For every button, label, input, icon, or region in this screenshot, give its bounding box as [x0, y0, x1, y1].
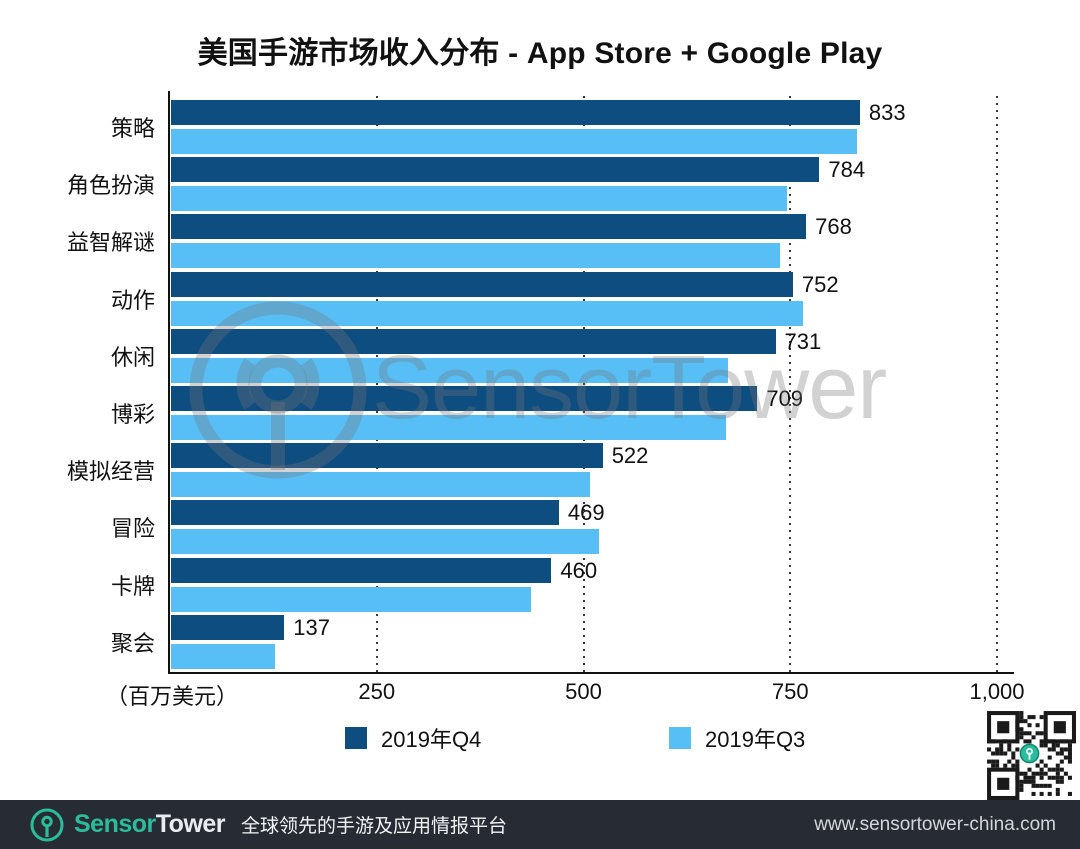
legend-item-q3: 2019年Q3 — [669, 722, 805, 754]
bar-2019年Q4-休闲 — [171, 328, 776, 354]
gridline-1000 — [996, 96, 998, 672]
footer-bar: SensorTower 全球领先的手游及应用情报平台 www.sensortow… — [0, 800, 1080, 849]
footer-brand: SensorTower — [74, 810, 226, 839]
bar-2019年Q4-角色扮演 — [171, 157, 819, 183]
footer-tagline: 全球领先的手游及应用情报平台 — [241, 816, 508, 837]
value-label: 460 — [560, 557, 598, 583]
bar-2019年Q3-策略 — [171, 129, 857, 154]
x-tick-label-1000: 1,000 — [969, 679, 1025, 704]
category-label: 动作 — [110, 287, 155, 313]
x-tick-label-750: 750 — [771, 679, 809, 704]
sensortower-logo-icon — [30, 808, 64, 841]
category-label: 益智解谜 — [66, 230, 155, 256]
bar-2019年Q4-冒险 — [171, 500, 559, 526]
legend-label-q4: 2019年Q4 — [381, 727, 482, 752]
bar-2019年Q4-博彩 — [171, 386, 757, 411]
value-label: 731 — [784, 328, 822, 354]
bar-2019年Q4-策略 — [171, 100, 860, 125]
value-label: 522 — [611, 443, 649, 469]
legend-swatch-q4 — [345, 727, 367, 749]
value-label: 137 — [293, 614, 331, 640]
bar-2019年Q3-休闲 — [171, 357, 728, 383]
x-axis-unit-label: （百万美元） — [106, 684, 239, 709]
legend-label-q3: 2019年Q3 — [705, 727, 806, 752]
bar-2019年Q3-卡牌 — [171, 586, 531, 612]
value-label: 709 — [766, 386, 804, 411]
bar-2019年Q4-益智解谜 — [171, 214, 806, 240]
category-label: 博彩 — [110, 402, 155, 427]
footer-brand-tower: Tower — [155, 810, 226, 838]
bar-2019年Q4-聚会 — [171, 614, 284, 640]
bar-2019年Q3-角色扮演 — [171, 186, 787, 212]
category-label: 卡牌 — [110, 573, 155, 599]
y-axis-line — [168, 91, 170, 674]
plot-area: 策略 833 角色扮演 784 益智解谜 768 动作 752 休闲 731 博彩 709 模拟经营 52… — [66, 91, 1014, 674]
bar-2019年Q3-博彩 — [171, 415, 726, 440]
bar-2019年Q4-模拟经营 — [171, 443, 603, 469]
x-tick-label-250: 250 — [358, 679, 396, 704]
bar-2019年Q3-益智解谜 — [171, 243, 780, 269]
category-label: 角色扮演 — [66, 173, 155, 199]
bar-2019年Q3-模拟经营 — [171, 472, 590, 498]
category-label: 策略 — [110, 116, 155, 141]
bar-2019年Q4-卡牌 — [171, 557, 551, 583]
value-label: 784 — [828, 157, 866, 183]
gridline-750 — [789, 96, 792, 672]
legend-item-q4: 2019年Q4 — [345, 722, 481, 754]
x-axis-line — [168, 672, 1014, 674]
legend-swatch-q3 — [669, 727, 691, 749]
category-label: 聚会 — [110, 630, 155, 656]
category-label: 模拟经营 — [66, 459, 155, 485]
bar-2019年Q3-冒险 — [171, 529, 599, 555]
gridline-500 — [582, 96, 585, 672]
category-label: 休闲 — [110, 344, 155, 370]
bar-2019年Q4-动作 — [171, 271, 793, 297]
x-tick-label-500: 500 — [565, 679, 602, 704]
bar-2019年Q3-动作 — [171, 300, 803, 326]
footer-url: www.sensortower-china.com — [814, 813, 1056, 835]
value-label: 469 — [567, 500, 605, 526]
qr-code — [983, 707, 1076, 800]
value-label: 833 — [868, 100, 906, 125]
chart-title: 美国手游市场收入分布 - App Store + Google Play — [197, 37, 883, 70]
value-label: 768 — [815, 214, 852, 240]
category-label: 冒险 — [110, 516, 155, 542]
gridline-250 — [375, 96, 378, 672]
value-label: 752 — [801, 271, 839, 297]
bar-2019年Q3-聚会 — [171, 643, 275, 669]
footer-brand-sensor: Sensor — [74, 810, 156, 838]
